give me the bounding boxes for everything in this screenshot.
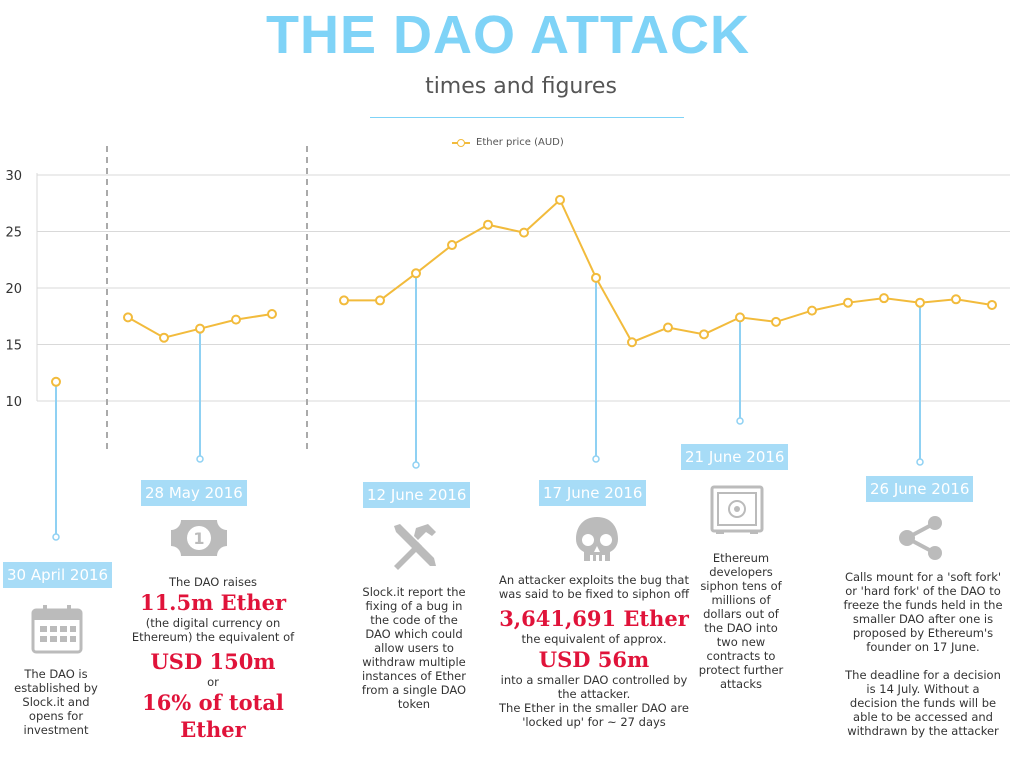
calendar-icon [30, 604, 84, 658]
y-axis-ticks: 10 15 20 25 30 [5, 169, 22, 410]
event-text-deadline: The deadline for a decision is 14 July. … [845, 668, 1001, 738]
event-stem-end [916, 458, 924, 466]
event-date-26-june: 26 June 2016 [866, 476, 974, 502]
event-text-or: or [207, 675, 219, 689]
page-subtitle: times and figures [425, 74, 617, 99]
ether-siphoned-figure: 3,641,691 Ether [499, 606, 689, 631]
price-point [951, 294, 961, 305]
price-point [123, 312, 133, 323]
price-point [735, 312, 745, 323]
price-point [771, 316, 781, 327]
event-stem-end [196, 455, 204, 463]
price-point [231, 314, 241, 325]
y-tick-label: 25 [5, 226, 22, 241]
event-stems [52, 273, 924, 541]
title-divider [370, 117, 684, 118]
price-point [339, 295, 349, 306]
event-text-fork: Calls mount for a 'soft fork' or 'hard f… [843, 570, 1003, 654]
svg-text:1: 1 [193, 529, 204, 548]
price-point [483, 219, 493, 230]
price-point [375, 295, 385, 306]
price-point [591, 272, 601, 283]
price-series-points [51, 194, 997, 387]
price-point [51, 376, 61, 387]
event-date-28-may: 28 May 2016 [141, 480, 247, 506]
timeline-separators [106, 146, 308, 450]
y-tick-label: 30 [5, 169, 22, 184]
event-stem-end [412, 461, 420, 469]
chart-grid [36, 173, 1010, 402]
event-description-12-june: Slock.it report the fixing of a bug in t… [361, 585, 467, 711]
chart-legend: Ether price (AUD) [452, 137, 564, 148]
event-text-equivalent: (the digital currency on Ethereum) the e… [131, 616, 295, 644]
event-description-21-june: Ethereum developers siphon tens of milli… [698, 551, 784, 691]
event-description-17-june: An attacker exploits the bug that was sa… [496, 573, 692, 729]
event-text-smaller-dao: into a smaller DAO controlled by the att… [500, 673, 688, 701]
event-description-30-april: The DAO is established by Slock.it and o… [14, 667, 98, 737]
price-point [699, 329, 709, 340]
price-point [267, 308, 277, 319]
price-series-line [127, 198, 993, 344]
price-point [627, 337, 637, 348]
event-date-17-june: 17 June 2016 [539, 480, 647, 506]
event-text-exploit: An attacker exploits the bug that was sa… [498, 573, 690, 601]
usd-raised-figure: USD 150m [150, 649, 276, 674]
price-point [879, 293, 889, 304]
price-point [915, 297, 925, 308]
tools-icon [388, 522, 440, 576]
price-point [807, 305, 817, 316]
event-stem-end [592, 455, 600, 463]
ether-raised-figure: 11.5m Ether [139, 590, 287, 615]
price-point [843, 297, 853, 308]
event-stem-end [736, 417, 744, 425]
price-point [663, 322, 673, 333]
event-text-approx: the equivalent of approx. [521, 632, 667, 646]
price-point [987, 299, 997, 310]
banknote-icon: 1 [170, 518, 228, 562]
event-stem-end [52, 533, 60, 541]
event-description-28-may: The DAO raises 11.5m Ether (the digital … [118, 575, 308, 743]
event-text-raises: The DAO raises [168, 575, 258, 589]
legend-swatch [452, 138, 470, 148]
page-title: THE DAO ATTACK [266, 5, 750, 65]
event-text-locked: The Ether in the smaller DAO are 'locked… [499, 701, 689, 729]
price-point [195, 323, 205, 334]
share-icon [897, 515, 945, 565]
event-date-21-june: 21 June 2016 [681, 444, 789, 470]
event-date-12-june: 12 June 2016 [363, 482, 471, 508]
y-tick-label: 15 [5, 339, 22, 354]
y-tick-label: 10 [5, 395, 22, 410]
safe-icon [710, 485, 764, 539]
price-point [555, 194, 565, 205]
skull-icon [572, 515, 622, 571]
price-point [411, 268, 421, 279]
usd-siphoned-figure: USD 56m [538, 647, 650, 672]
price-line-segment [344, 198, 993, 344]
y-tick-label: 20 [5, 282, 22, 297]
percent-ether-figure: 16% of total Ether [142, 690, 284, 742]
price-point [519, 227, 529, 238]
price-point [159, 332, 169, 343]
price-point [447, 240, 457, 251]
event-description-26-june: Calls mount for a 'soft fork' or 'hard f… [842, 570, 1004, 738]
legend-label: Ether price (AUD) [476, 137, 564, 148]
event-date-30-april: 30 April 2016 [3, 562, 113, 588]
